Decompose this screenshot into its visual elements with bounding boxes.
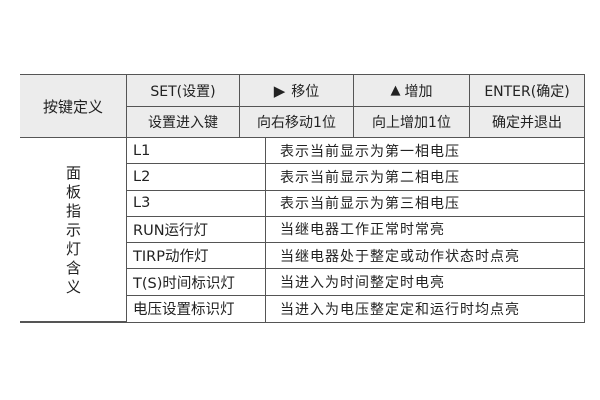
indicator-name: L3 — [127, 190, 266, 217]
indicator-description: 当进入为时间整定时电亮 — [266, 269, 585, 296]
indicator-name: RUN运行灯 — [127, 216, 266, 244]
indicator-description: 表示当前显示为第三相电压 — [266, 190, 585, 217]
right-triangle-icon: ▶ — [273, 81, 286, 100]
indicator-name: TIRP动作灯 — [127, 243, 266, 270]
key-shift-name: ▶ 移位 — [240, 75, 354, 107]
key-increase-desc: 向上增加1位 — [354, 107, 470, 138]
panel-indicator-label: 面 板 指 示 灯 含 义 — [65, 163, 81, 296]
key-enter-desc: 确定并退出 — [470, 107, 585, 138]
key-definition-label: 按键定义 — [20, 75, 127, 138]
indicator-name: 电压设置标识灯 — [127, 295, 266, 322]
indicator-name: T(S)时间标识灯 — [127, 269, 266, 296]
indicator-description: 表示当前显示为第一相电压 — [266, 138, 585, 165]
key-set-desc: 设置进入键 — [127, 107, 240, 138]
up-triangle-icon: ▲ — [390, 83, 401, 98]
indicator-description: 当继电器工作正常时常亮 — [266, 216, 585, 244]
key-shift-desc: 向右移动1位 — [240, 107, 354, 138]
indicator-name: L1 — [127, 138, 266, 165]
indicator-name: L2 — [127, 164, 266, 191]
panel-left-divider — [126, 138, 128, 322]
key-set-name: SET(设置) — [127, 75, 240, 107]
key-enter-name: ENTER(确定) — [470, 75, 585, 107]
indicator-description: 当进入为电压整定定和运行时均点亮 — [266, 295, 585, 322]
indicator-description: 表示当前显示为第二相电压 — [266, 164, 585, 191]
key-increase-name: ▲ 增加 — [354, 75, 470, 107]
table-top-border — [20, 74, 585, 76]
indicator-description: 当继电器处于整定或动作状态时点亮 — [266, 243, 585, 270]
